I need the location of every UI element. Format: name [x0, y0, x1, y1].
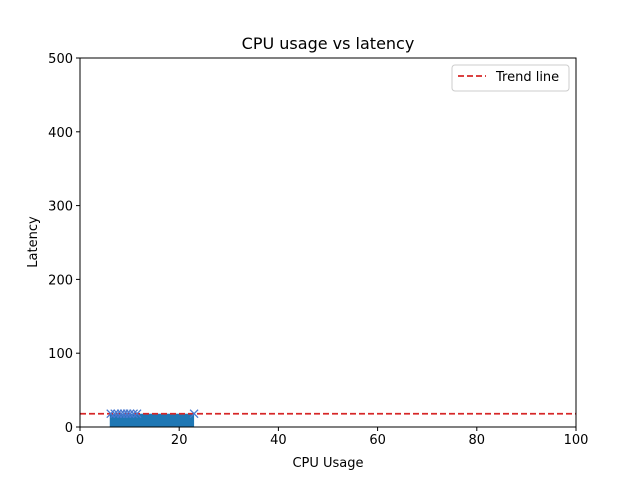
- y-axis-label: Latency: [26, 216, 41, 268]
- y-tick-label: 200: [48, 273, 73, 288]
- x-tick-label: 40: [270, 433, 287, 448]
- chart-title: CPU usage vs latency: [242, 34, 415, 53]
- scatter-point: [125, 409, 135, 419]
- y-tick-label: 100: [48, 347, 73, 362]
- plot-area: [80, 409, 576, 427]
- x-tick-label: 0: [76, 433, 84, 448]
- x-axis-label: CPU Usage: [292, 456, 363, 471]
- scatter-point: [132, 409, 142, 419]
- y-tick-label: 500: [48, 52, 73, 67]
- scatter-point: [122, 409, 132, 419]
- y-tick-label: 300: [48, 200, 73, 215]
- x-tick-label: 20: [171, 433, 188, 448]
- x-tick-label: 80: [469, 433, 486, 448]
- scatter-point: [106, 409, 116, 419]
- axes-frame: [79, 57, 577, 428]
- x-tick-label: 60: [369, 433, 386, 448]
- y-tick-label: 400: [48, 126, 73, 141]
- x-axis: 0 20 40 60 80 100: [76, 427, 589, 448]
- y-axis: 0 100 200 300 400 500: [48, 52, 80, 436]
- scatter-point: [113, 409, 123, 419]
- scatter-point: [110, 409, 120, 419]
- scatter-point: [129, 409, 139, 419]
- x-tick-label: 100: [564, 433, 589, 448]
- scatter-point: [189, 409, 199, 419]
- legend: Trend line: [451, 64, 570, 92]
- y-tick-label: 0: [65, 421, 73, 436]
- legend-box: [451, 64, 570, 92]
- legend-label-trend-line: Trend line: [495, 70, 559, 85]
